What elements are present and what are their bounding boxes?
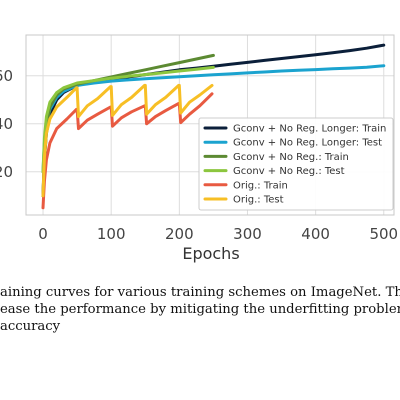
legend-box xyxy=(198,117,394,211)
x-axis-ticks: 0 100 200 300 400 500 xyxy=(38,225,398,243)
x-tick-label: 400 xyxy=(301,225,330,243)
legend-label: Gconv + No Reg. Longer: Train xyxy=(233,124,386,135)
plot-frame xyxy=(25,34,395,216)
x-axis-title: Epochs xyxy=(182,244,239,263)
x-tick-label: 200 xyxy=(165,225,194,243)
caption-line-1: aining curves for various training schem… xyxy=(0,285,400,300)
figure-caption: aining curves for various training schem… xyxy=(0,284,400,335)
y-tick-label: 60 xyxy=(0,67,13,85)
x-tick-label: 300 xyxy=(233,225,262,243)
legend-label: Gconv + No Reg.: Train xyxy=(233,152,349,163)
training-curves-chart: 20 40 60 0 100 200 300 400 500 Epochs Gconv + N… xyxy=(0,34,398,263)
legend: Gconv + No Reg. Longer: Train Gconv + No … xyxy=(198,117,394,211)
legend-label: Gconv + No Reg.: Test xyxy=(233,166,345,177)
legend-label: Orig.: Test xyxy=(233,195,284,206)
y-tick-label: 40 xyxy=(0,115,13,133)
series-line-4 xyxy=(41,65,215,174)
y-axis-ticks: 20 40 60 xyxy=(0,67,13,181)
x-tick-label: 0 xyxy=(38,225,48,243)
series-line-6 xyxy=(41,83,214,198)
legend-label: Orig.: Train xyxy=(233,180,288,191)
x-tick-label: 500 xyxy=(369,225,398,243)
x-tick-label: 100 xyxy=(97,225,126,243)
caption-line-2: ease the performance by mitigating the u… xyxy=(0,302,400,317)
legend-label: Gconv + No Reg. Longer: Test xyxy=(233,138,382,149)
y-tick-label: 20 xyxy=(0,163,13,181)
series-lines xyxy=(41,43,386,210)
caption-line-3: accuracy xyxy=(0,319,61,334)
